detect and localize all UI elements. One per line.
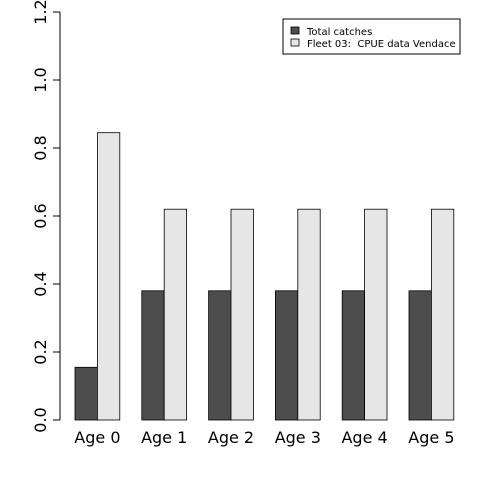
bar (408, 290, 432, 421)
y-tick-label: 0.8 (31, 135, 50, 160)
legend-swatch-total-catches (290, 26, 300, 35)
bar (430, 208, 455, 421)
bar (230, 208, 254, 421)
x-tick-label: Age 4 (341, 428, 387, 447)
legend-label-total-catches: Total catches (306, 27, 372, 38)
bar (141, 290, 165, 421)
bar (364, 208, 388, 421)
legend-box (282, 18, 461, 55)
x-tick-label: Age 0 (74, 428, 120, 447)
x-tick-label: Age 2 (208, 428, 254, 447)
bar (97, 132, 121, 421)
bar (163, 208, 187, 421)
y-tick-label: 1.2 (31, 0, 50, 25)
y-tick-label: 1.0 (31, 67, 50, 92)
x-axis-labels: Age 0 Age 1 Age 2 Age 3 Age 4 Age 5 (74, 428, 454, 447)
y-axis: 0.0 0.2 0.4 0.6 0.8 1.0 1.2 (31, 0, 61, 433)
bar (341, 290, 366, 421)
bar (208, 290, 232, 421)
bar (274, 290, 299, 421)
legend-swatch-fleet-03 (290, 38, 300, 47)
x-tick-label: Age 5 (408, 428, 454, 447)
bars (74, 132, 455, 421)
bar (297, 208, 321, 421)
x-tick-label: Age 3 (275, 428, 321, 447)
y-tick-label: 0.0 (31, 407, 50, 432)
y-tick-label: 0.6 (31, 203, 50, 228)
bar (74, 366, 98, 421)
x-tick-label: Age 1 (141, 428, 187, 447)
y-tick-label: 0.4 (31, 271, 50, 296)
legend-label-fleet-03: Fleet 03: CPUE data Vendace (307, 39, 456, 50)
y-tick-label: 0.2 (31, 339, 50, 364)
legend: Total catches Fleet 03: CPUE data Vendac… (282, 18, 461, 55)
